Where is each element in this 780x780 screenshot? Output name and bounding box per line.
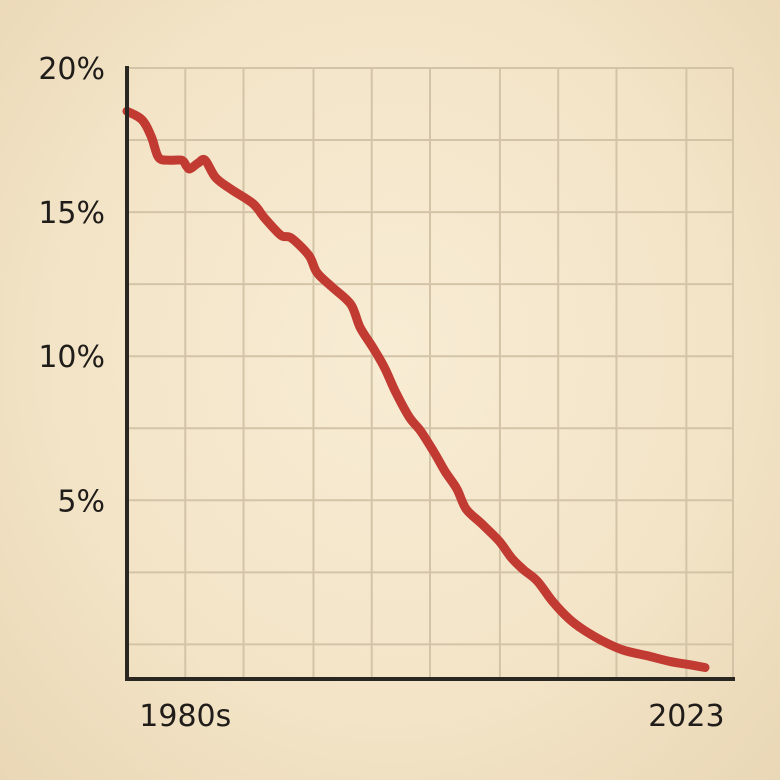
axes — [125, 66, 735, 681]
gridlines — [126, 67, 734, 679]
y-tick-label: 5% — [57, 484, 105, 519]
x-tick-label: 1980s — [139, 699, 231, 734]
y-tick-label: 15% — [38, 196, 105, 231]
series-layer — [122, 106, 710, 672]
y-tick-label: 20% — [38, 52, 105, 87]
x-tick-label: 2023 — [648, 699, 724, 734]
y-tick-label: 10% — [38, 340, 105, 375]
tick-labels: 20% 15% 10% 5% 1980s 2023 — [38, 52, 724, 734]
series-line-rate — [122, 106, 710, 672]
